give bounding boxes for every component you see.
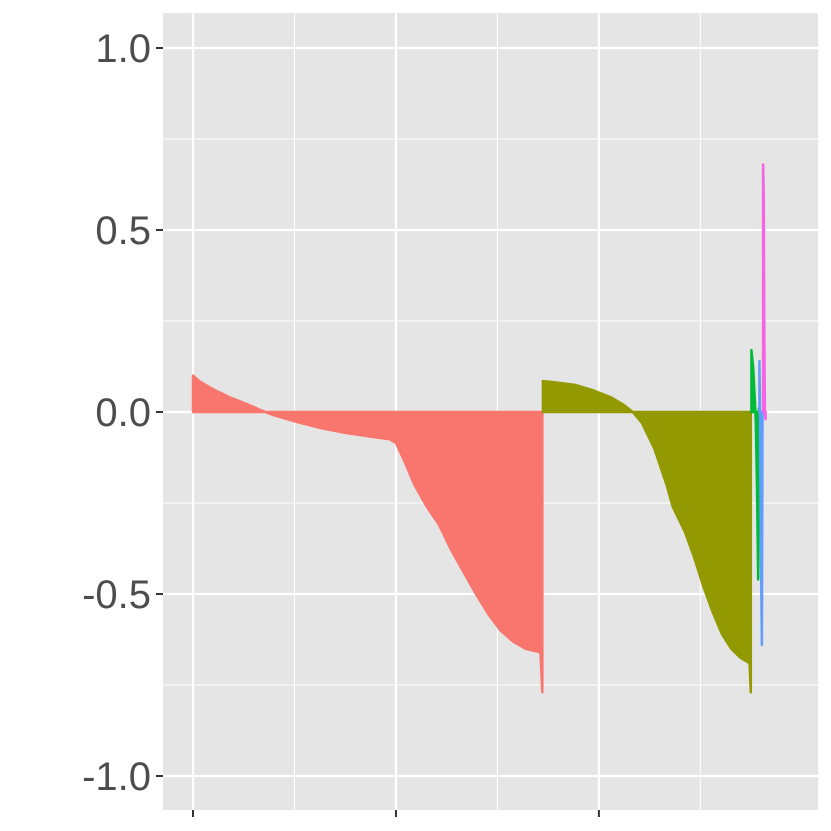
series-area-1 [191,374,544,694]
y-tick-label: 0.0 [95,391,151,435]
y-tick-label: -0.5 [82,573,151,617]
series-area-5 [761,163,767,421]
series-area-4 [758,359,764,647]
series-areas [191,163,767,694]
y-tick-label: 1.0 [95,27,151,71]
y-axis: 1.0 0.5 0.0 -0.5 -1.0 [82,27,600,817]
y-tick-label: 0.5 [95,209,151,253]
series-area-2 [541,379,753,694]
y-tick-label: -1.0 [82,755,151,799]
